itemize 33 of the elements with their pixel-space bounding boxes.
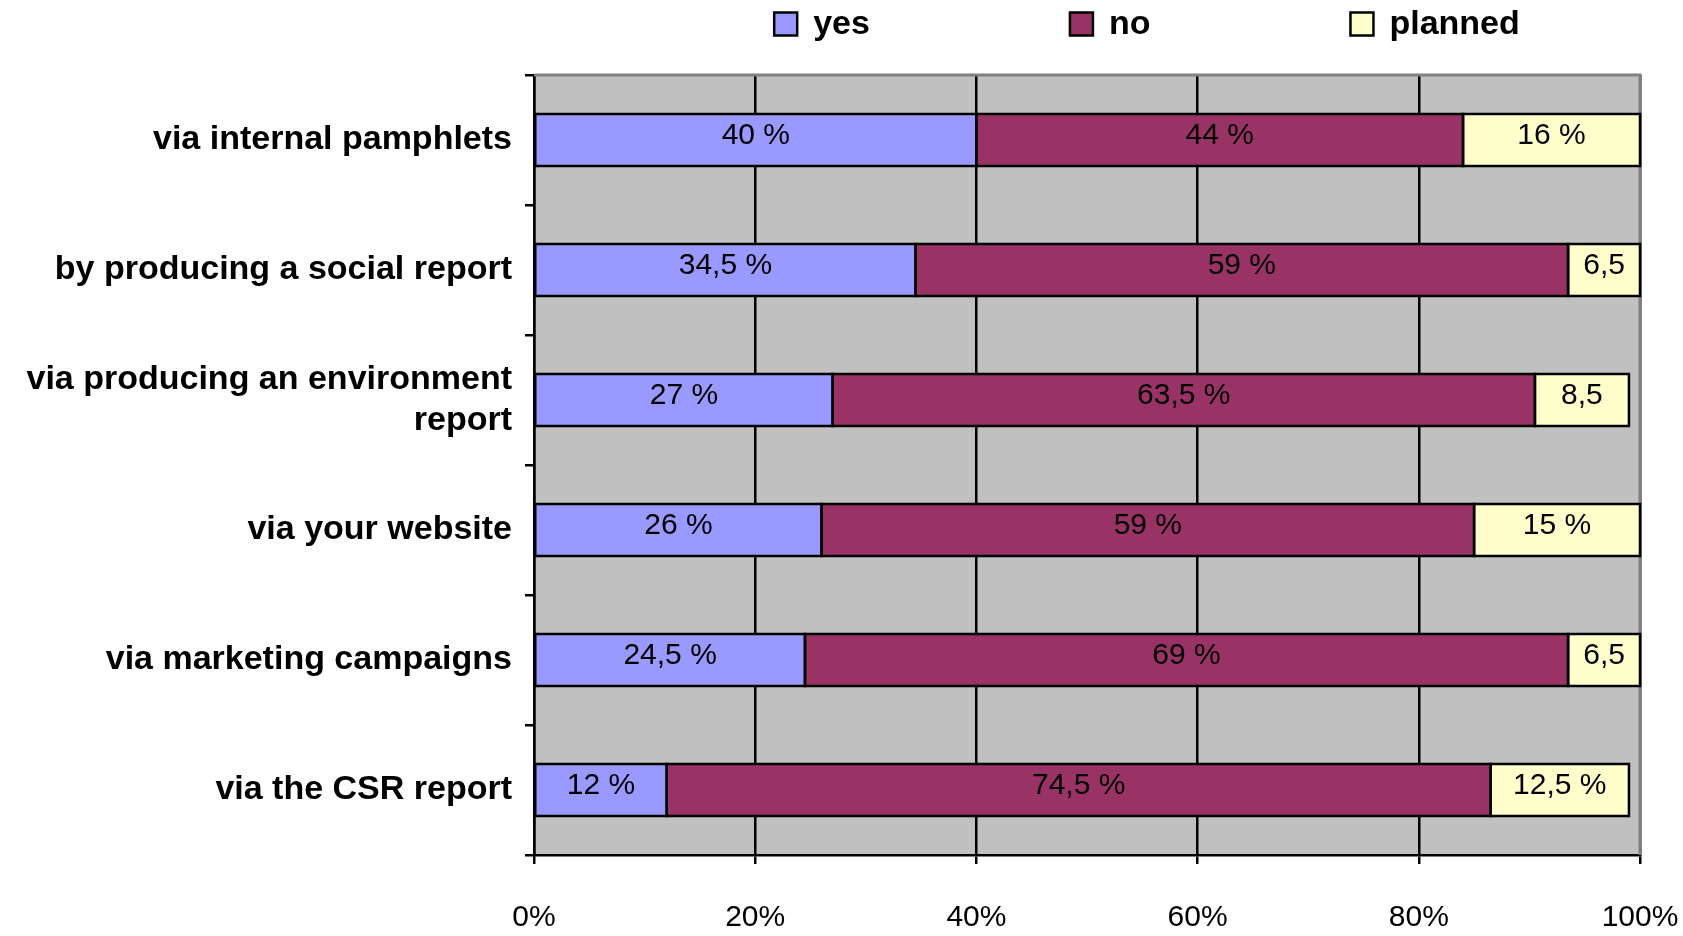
data-label: 27 % bbox=[649, 377, 719, 411]
data-label: 6,5 bbox=[1583, 247, 1625, 281]
data-label: 26 % bbox=[644, 507, 713, 541]
legend-label: no bbox=[1108, 3, 1151, 42]
x-tick-label: 60% bbox=[1167, 899, 1228, 933]
x-tick-label: 100% bbox=[1601, 899, 1679, 933]
legend-label: planned bbox=[1389, 3, 1520, 42]
data-label: 24,5 % bbox=[623, 637, 717, 671]
data-label: 74,5 % bbox=[1032, 767, 1126, 801]
y-tick-label: via marketing campaigns bbox=[105, 638, 512, 677]
x-tick-label: 80% bbox=[1388, 899, 1449, 933]
x-tick-label: 20% bbox=[725, 899, 786, 933]
data-label: 59 % bbox=[1207, 247, 1277, 281]
y-tick-label: via your website bbox=[247, 508, 512, 547]
data-label: 12,5 % bbox=[1513, 767, 1607, 801]
data-label: 44 % bbox=[1185, 117, 1254, 151]
y-tick-label: by producing a social report bbox=[54, 248, 512, 287]
x-tick-label: 0% bbox=[512, 899, 556, 933]
data-label: 40 % bbox=[721, 117, 791, 151]
y-tick-label: via the CSR report bbox=[215, 768, 512, 807]
y-tick-label: via producing an environment report bbox=[26, 357, 512, 437]
x-tick-label: 40% bbox=[946, 899, 1007, 933]
legend-label: yes bbox=[813, 3, 870, 42]
data-label: 63,5 % bbox=[1137, 377, 1231, 411]
data-label: 8,5 bbox=[1561, 377, 1603, 411]
data-label: 15 % bbox=[1522, 507, 1592, 541]
y-tick-label: via internal pamphlets bbox=[153, 118, 512, 157]
data-label: 16 % bbox=[1517, 117, 1586, 151]
data-label: 12 % bbox=[566, 767, 636, 801]
data-label: 69 % bbox=[1152, 637, 1221, 671]
data-label: 59 % bbox=[1113, 507, 1183, 541]
data-label: 34,5 % bbox=[678, 247, 773, 281]
data-label: 6,5 bbox=[1583, 637, 1625, 671]
